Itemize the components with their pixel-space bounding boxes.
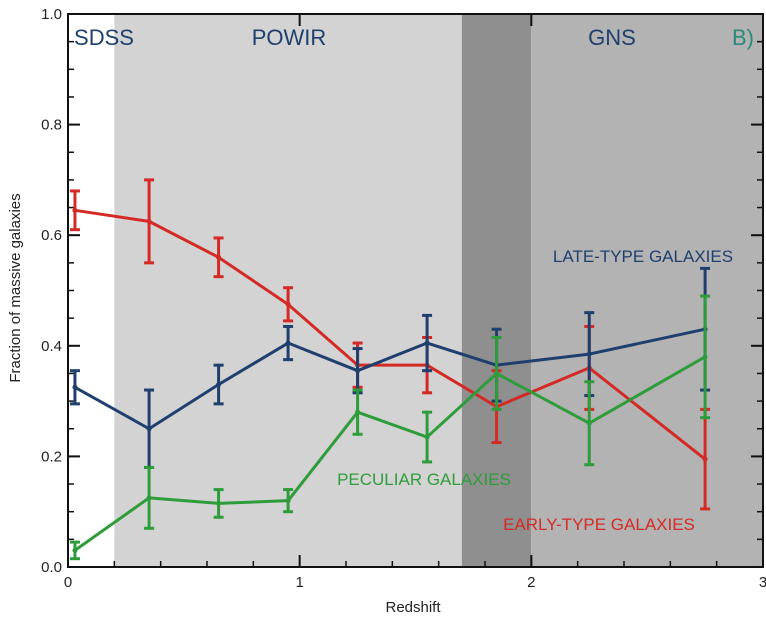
x-axis-title: Redshift	[385, 599, 441, 616]
data-point	[355, 409, 361, 415]
x-tick-label: 2	[527, 574, 535, 591]
data-point	[494, 370, 500, 376]
series-layer	[69, 178, 711, 561]
data-point	[146, 495, 152, 501]
data-point	[72, 207, 78, 213]
data-point	[586, 420, 592, 426]
data-point	[586, 351, 592, 357]
region-band	[531, 14, 763, 567]
x-tick-label: 0	[64, 574, 72, 591]
y-tick-label: 0.6	[41, 227, 62, 244]
data-point	[216, 500, 222, 506]
series-label: LATE-TYPE GALAXIES	[553, 247, 733, 266]
region-label: SDSS	[74, 25, 134, 50]
y-tick-label: 0.4	[41, 338, 62, 355]
data-point	[285, 301, 291, 307]
data-point	[285, 340, 291, 346]
data-point	[702, 456, 708, 462]
x-tick-label: 3	[759, 574, 766, 591]
axes: 0 1 2 3 0.0 0.2 0.4 0.6 0.8 1.0	[41, 6, 766, 591]
data-point	[702, 354, 708, 360]
data-point	[285, 498, 291, 504]
data-point	[216, 254, 222, 260]
x-tick-label: 1	[295, 574, 303, 591]
data-point	[72, 384, 78, 390]
y-tick-label: 0.0	[41, 559, 62, 576]
data-point	[146, 218, 152, 224]
labels-layer: SDSS POWIR GNS B) EARLY-TYPE GALAXIES LATE-TY…	[74, 25, 754, 534]
data-point	[424, 340, 430, 346]
y-tick-label: 1.0	[41, 6, 62, 23]
data-point	[355, 368, 361, 374]
series-label: EARLY-TYPE GALAXIES	[503, 515, 695, 534]
y-tick-label: 0.2	[41, 448, 62, 465]
series-label: PECULIAR GALAXIES	[337, 470, 511, 489]
region-band	[461, 14, 532, 567]
data-point	[146, 426, 152, 432]
data-point	[424, 434, 430, 440]
panel-label: B)	[732, 25, 754, 50]
data-point	[216, 382, 222, 388]
region-band	[68, 14, 115, 567]
region-label: GNS	[588, 25, 636, 50]
y-tick-label: 0.8	[41, 117, 62, 134]
data-point	[72, 547, 78, 553]
y-axis-title: Fraction of massive galaxies	[7, 193, 24, 382]
region-label: POWIR	[252, 25, 327, 50]
